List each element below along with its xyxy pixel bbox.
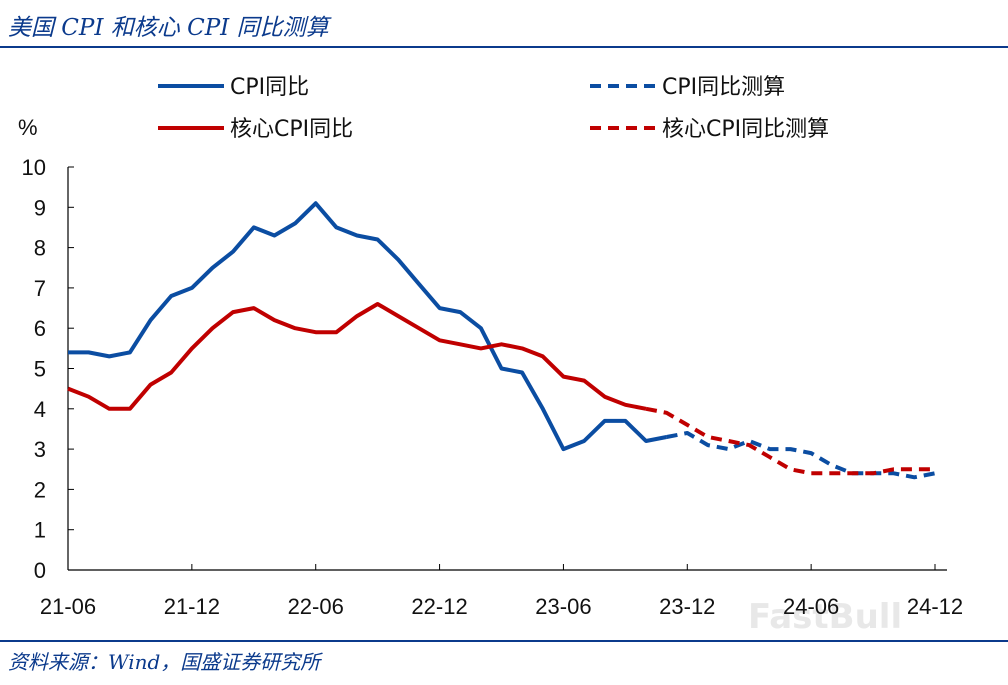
y-axis: 0 1 2 3 4 5 6 7 8 9 10	[22, 155, 74, 583]
x-tick-label: 24-06	[783, 594, 839, 619]
legend-label: CPI同比	[230, 75, 309, 100]
source-note: 资料来源：Wind，国盛证券研究所	[8, 650, 321, 674]
y-tick-label: 9	[34, 195, 46, 220]
bottom-rule	[0, 640, 1008, 642]
y-tick-label: 2	[34, 477, 46, 502]
series-line-1	[68, 201, 667, 452]
x-tick-label: 23-12	[659, 594, 715, 619]
y-tick-label: 5	[34, 357, 46, 382]
legend-label: CPI同比测算	[662, 75, 785, 100]
y-tick-label: 7	[34, 276, 46, 301]
x-tick-label: 21-12	[164, 594, 220, 619]
series-line-4	[645, 406, 935, 476]
top-rule	[0, 46, 1008, 48]
series-line-2	[67, 302, 647, 411]
x-tick-label: 22-12	[411, 594, 467, 619]
y-tick-label: 8	[34, 236, 46, 261]
legend-label: 核心CPI同比测算	[662, 117, 829, 142]
y-tick-label: 10	[22, 155, 46, 180]
watermark: FastBull	[748, 597, 902, 637]
series-line-3	[666, 431, 936, 480]
x-tick-label: 21-06	[40, 594, 96, 619]
y-tick-label: 1	[34, 518, 46, 543]
plot-area	[67, 201, 936, 480]
x-tick-label: 24-12	[907, 594, 963, 619]
x-axis: 21-06 21-12 22-06 22-12 23-06 23-12 24-06 24-12	[40, 564, 963, 619]
chart-title: 美国 CPI 和核心 CPI 同比测算	[8, 15, 329, 41]
y-tick-label: 4	[34, 397, 46, 422]
y-axis-unit: %	[18, 115, 38, 140]
y-tick-label: 3	[34, 437, 46, 462]
y-tick-label: 6	[34, 316, 46, 341]
y-tick-label: 0	[34, 558, 46, 583]
legend-label: 核心CPI同比	[230, 117, 353, 142]
line-chart: FastBull 0 1 2 3 4 5 6 7 8 9 10 21-06 21-12 22-06 22-…	[18, 75, 963, 637]
x-tick-label: 22-06	[288, 594, 344, 619]
x-tick-label: 23-06	[535, 594, 591, 619]
